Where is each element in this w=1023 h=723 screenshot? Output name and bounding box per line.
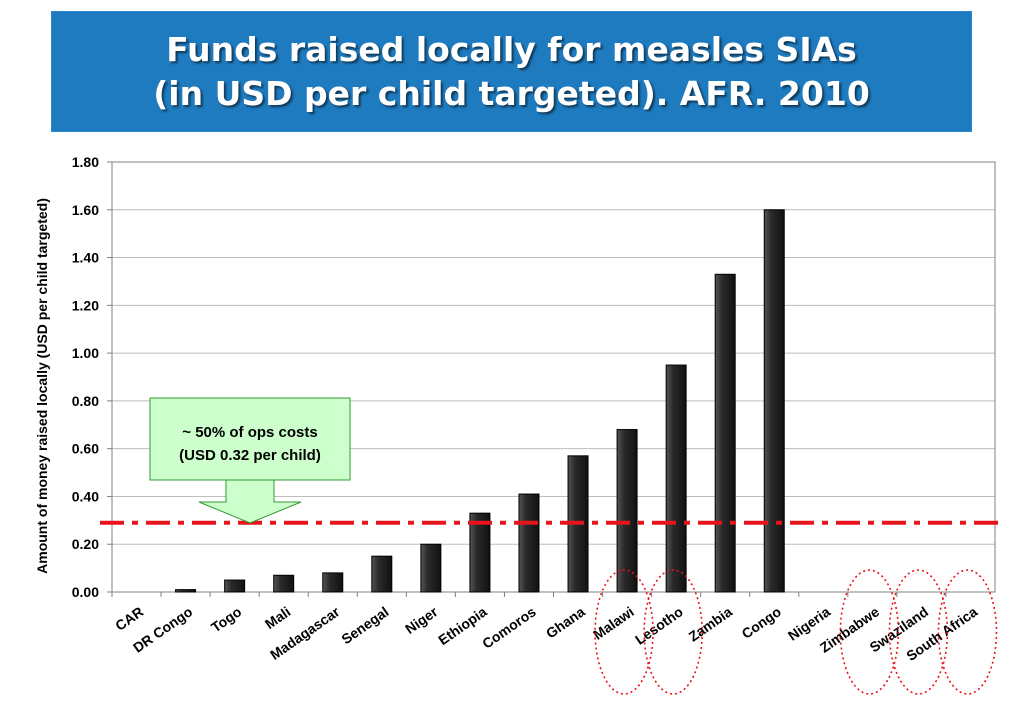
- title-banner: Funds raised locally for measles SIAs (i…: [51, 11, 972, 132]
- highlight-ellipse-lesotho: [643, 569, 703, 695]
- highlight-ellipse-south-africa: [937, 569, 998, 695]
- y-tick-label: 1.80: [72, 154, 99, 170]
- callout-text-line-1: ~ 50% of ops costs: [182, 424, 317, 441]
- x-tick-label: Ghana: [543, 603, 588, 641]
- x-tick-label: CAR: [112, 603, 146, 634]
- highlight-ellipse-zimbabwe: [839, 569, 900, 695]
- x-tick-label: Togo: [208, 603, 244, 635]
- x-tick-label: Comoros: [479, 603, 539, 651]
- callout: ~ 50% of ops costs (USD 0.32 per child): [149, 397, 351, 524]
- bars: [175, 209, 785, 593]
- y-tick-label: 1.40: [72, 250, 99, 266]
- bar-madagascar: [322, 572, 344, 593]
- callout-box: [149, 397, 351, 481]
- highlight-ellipse-malawi: [594, 569, 654, 695]
- bar-mali: [273, 574, 295, 593]
- bar-togo: [224, 579, 246, 593]
- x-tick-label: Mali: [262, 603, 293, 632]
- bar-zambia: [714, 273, 736, 593]
- x-tick-label: Senegal: [338, 603, 391, 647]
- chart-title-line-2: (in USD per child targeted). AFR. 2010: [153, 73, 870, 113]
- bar-lesotho: [665, 364, 687, 593]
- plot-area: [111, 161, 996, 593]
- bar-comoros: [518, 493, 540, 593]
- y-tick-label: 0.00: [72, 584, 99, 600]
- highlight-ellipses: [594, 569, 998, 695]
- x-tick-label: Zambia: [686, 603, 736, 644]
- bar-congo: [763, 209, 785, 593]
- chart-title-line-1: Funds raised locally for measles SIAs: [166, 29, 857, 69]
- bar-malawi: [616, 429, 638, 593]
- bar-dr-congo: [175, 589, 197, 593]
- y-tick-label: 0.40: [72, 488, 99, 504]
- y-axis-label: Amount of money raised locally (USD per …: [34, 198, 50, 574]
- bar-niger: [420, 543, 442, 593]
- bar-senegal: [371, 555, 393, 593]
- y-tick-label: 0.80: [72, 393, 99, 409]
- x-tick-label: Lesotho: [632, 603, 686, 647]
- callout-arrow: [198, 479, 302, 524]
- y-tick-label: 1.20: [72, 297, 99, 313]
- y-tick-label: 0.60: [72, 441, 99, 457]
- highlight-ellipse-swaziland: [888, 569, 949, 695]
- x-tick-label: Niger: [402, 603, 441, 637]
- y-tick-label: 0.20: [72, 536, 99, 552]
- callout-text-line-2: (USD 0.32 per child): [179, 447, 321, 464]
- bar-ethiopia: [469, 512, 491, 593]
- x-tick-label: Congo: [738, 603, 783, 642]
- y-tick-label: 1.00: [72, 345, 99, 361]
- y-tick-label: 1.60: [72, 202, 99, 218]
- y-axis-ticks: 0.00 0.20 0.40 0.60 0.80 1.00 1.20 1.40 1.60 1.80: [72, 154, 112, 600]
- gridlines: [112, 161, 995, 593]
